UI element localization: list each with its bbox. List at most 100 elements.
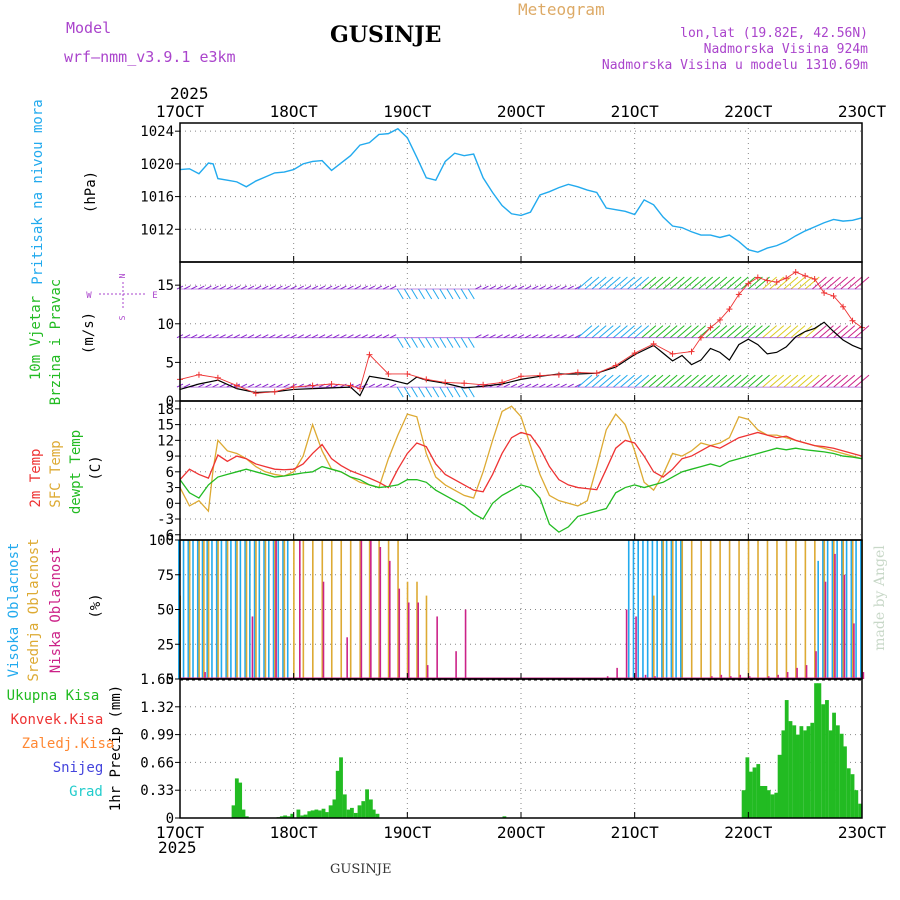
wind-barb (198, 285, 205, 290)
wind-barb (748, 325, 763, 339)
wind-barb (510, 334, 518, 339)
wind-barb (375, 383, 383, 388)
wind-barb (439, 288, 447, 300)
pressure-unit: (hPa) (83, 171, 99, 213)
precip-bar (774, 792, 779, 818)
temp2m-axis-title: 2m Temp (28, 448, 44, 507)
wind-barb (574, 383, 582, 388)
wind-barb (584, 325, 600, 339)
precip-bar (810, 722, 815, 818)
wind-barb (354, 285, 361, 290)
y-tick-label: 5 (166, 355, 174, 371)
wind-barb (598, 325, 614, 339)
wind-barb (627, 276, 642, 290)
wind-barb (276, 383, 283, 388)
wind-barb (325, 334, 333, 339)
wind-barb (297, 334, 304, 339)
wind-barb (762, 276, 777, 290)
wind-barb (531, 334, 539, 339)
wind-barb (790, 276, 806, 290)
wind-barb (190, 334, 198, 339)
wind-barb (198, 383, 205, 388)
wind-barb (620, 374, 635, 388)
y-tick-label: 0.66 (140, 755, 174, 771)
precip-bar (835, 725, 840, 818)
x-tick-label-top: 21OCT (611, 102, 660, 121)
wind-axis-title-1: 10m Vjetar (28, 296, 44, 380)
precip-bar (766, 790, 771, 818)
x-tick-label-top: 18OCT (270, 102, 319, 121)
wind-barb (524, 285, 532, 290)
wind-barb (641, 276, 657, 290)
precip-bar (371, 809, 376, 818)
wind-barb (819, 325, 834, 339)
wind-barb (276, 334, 283, 339)
wind-barb (584, 276, 600, 290)
wind-barb (591, 374, 607, 388)
wind-barb (669, 374, 685, 388)
wind-barb (524, 334, 532, 339)
wind-barb (684, 325, 699, 339)
compass-s: S (118, 315, 127, 320)
wind-barb (482, 334, 489, 339)
wind-barb (425, 337, 433, 348)
x-tick-label-bottom: 17OCT (156, 823, 205, 842)
wind-barb (748, 276, 763, 290)
wind-barb (247, 334, 255, 339)
wind-barb (655, 276, 671, 290)
precip-bar (795, 734, 800, 818)
wind-barb (183, 285, 191, 290)
cloud-unit: (%) (88, 593, 104, 618)
wind-barb (183, 383, 191, 388)
y-tick-label: 25 (157, 637, 174, 653)
wind-barb (411, 386, 418, 398)
wind-barb (812, 374, 827, 388)
wind-barb (567, 383, 574, 388)
precip-bar (342, 794, 347, 818)
wind-barb (567, 285, 574, 290)
precip-bar (244, 816, 249, 818)
wind-barb (797, 276, 813, 290)
precip-bar (759, 785, 764, 818)
wind-barb (254, 285, 262, 290)
y-tick-label: 3 (166, 481, 174, 497)
wind-barb (354, 383, 361, 388)
x-tick-label-top: 19OCT (383, 102, 432, 121)
wind-barb (733, 276, 749, 290)
credit-watermark: made by Angel (872, 545, 888, 651)
wind-barb (698, 276, 714, 290)
precip-bar (328, 805, 333, 818)
wind-barb (833, 374, 849, 388)
wind-barb (460, 337, 468, 348)
wind-barb (691, 276, 706, 290)
wind-axis-title-2: Brzina i Pravac (48, 279, 64, 405)
wind-barb (333, 285, 340, 290)
elevation-text: Nadmorska Visina 924m (703, 42, 868, 57)
x-tick-label-top: 20OCT (497, 102, 546, 121)
wind-barb (840, 276, 856, 290)
precip-bar (784, 700, 789, 818)
wind-barb (446, 386, 454, 398)
wind-barb (382, 285, 390, 290)
x-tick-label-bottom: 20OCT (497, 823, 546, 842)
wind-barb (648, 374, 664, 388)
wind-barb (620, 325, 635, 339)
wind-barb (677, 276, 692, 290)
wind-barb (577, 325, 593, 339)
panel-frame (179, 261, 863, 402)
location-text: lon,lat (19.82E, 42.56N) (680, 26, 868, 41)
wind-barb (475, 334, 482, 339)
wind-barb (240, 285, 248, 290)
wind-barb (840, 325, 856, 339)
precip-bar (290, 813, 295, 818)
wind-barb (283, 285, 290, 290)
wind-barb (819, 276, 834, 290)
precip-bar (303, 814, 308, 818)
precip-bar (756, 764, 761, 818)
wind-barb (613, 276, 628, 290)
precip-bar (803, 730, 808, 818)
precip-bar (346, 809, 351, 818)
precip-bar (339, 757, 343, 818)
y-tick-label: 1024 (140, 124, 174, 140)
y-tick-label: 1.32 (140, 700, 174, 716)
